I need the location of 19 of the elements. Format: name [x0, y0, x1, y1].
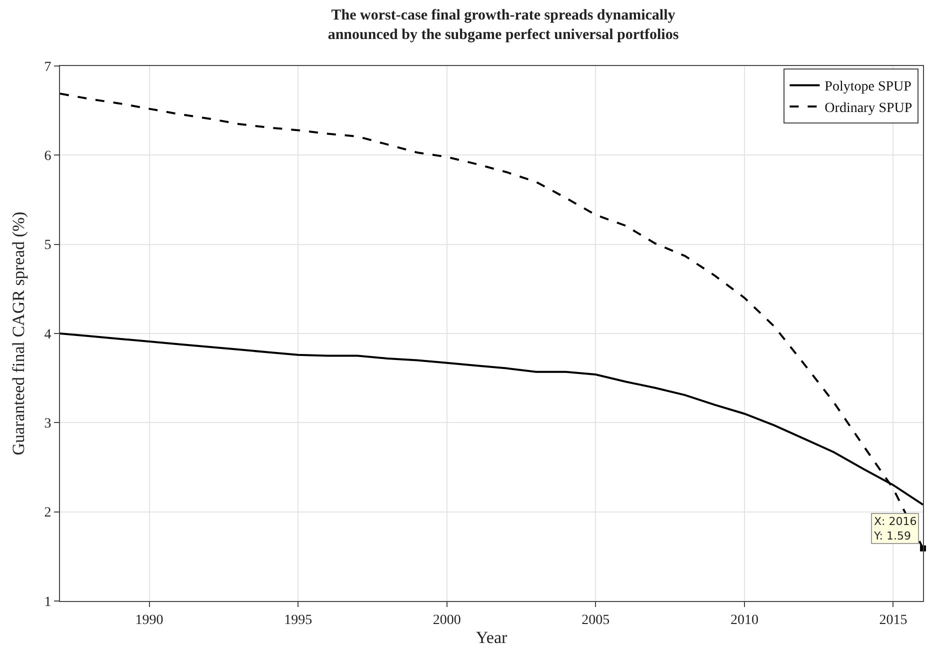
y-tick-label: 4: [44, 327, 52, 342]
y-tick-label: 5: [44, 238, 52, 254]
x-tick-label: 2000: [432, 612, 461, 628]
chart-title: The worst-case final growth-rate spreads dynamically announced by the subgame perfect universal portfolios: [328, 8, 679, 44]
x-tick-label: 2015: [879, 612, 908, 628]
legend-label: Polytope SPUP: [824, 80, 912, 95]
y-tick-label: 7: [44, 60, 52, 75]
y-axis-title: Guaranteed final CAGR spread (%): [8, 212, 28, 456]
y-tick-label: 6: [44, 149, 52, 164]
x-tick-label: 1990: [135, 612, 164, 628]
annotation: X: 2016 Y: 1.59: [873, 515, 917, 542]
x-tick-label: 1995: [284, 612, 312, 628]
x-axis-title: Year: [476, 628, 508, 648]
x-tick-label: 2005: [582, 612, 610, 628]
y-tick-label: 3: [44, 416, 52, 432]
y-tick-label: 1: [44, 594, 52, 610]
legend-label: Ordinary SPUP: [824, 100, 912, 116]
y-tick-label: 2: [44, 506, 52, 521]
x-tick-label: 2010: [730, 612, 758, 628]
